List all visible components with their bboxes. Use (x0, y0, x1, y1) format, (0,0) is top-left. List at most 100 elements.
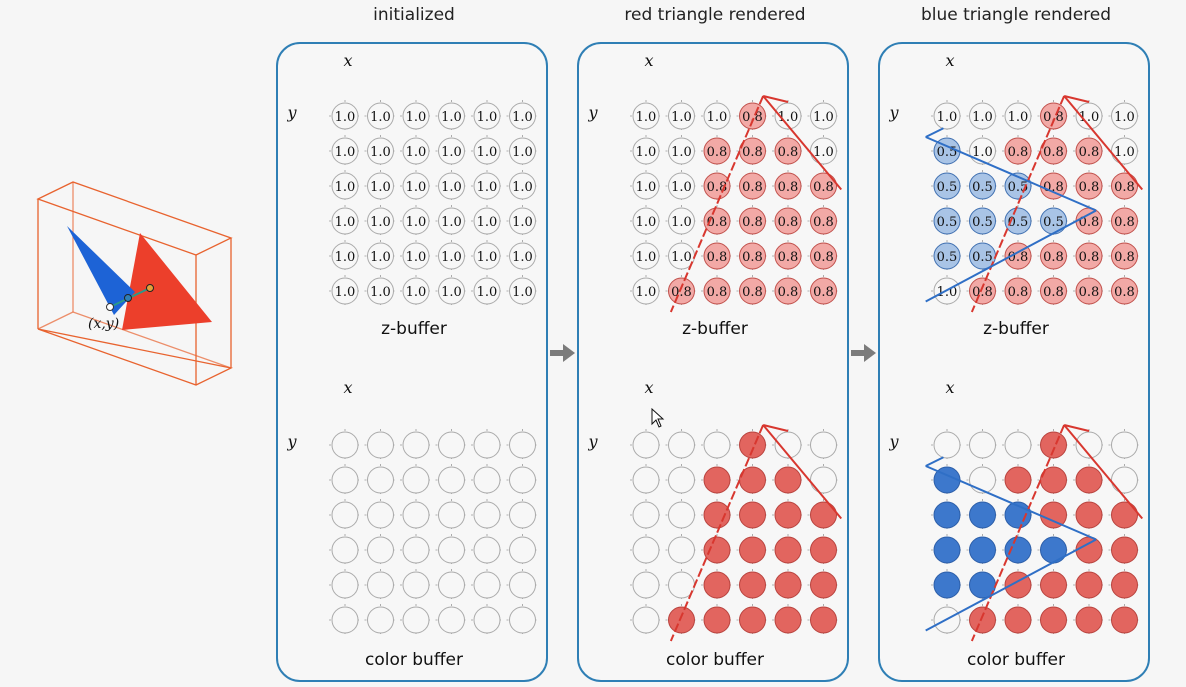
colorbuffer-title: color buffer (967, 650, 1065, 670)
colorbuffer-cell (966, 569, 999, 601)
zbuffer-cell: 1.0 (435, 100, 468, 132)
stage-diagram: x y x y z-buffer color buffer 1.0 1.0 1.0 0.8 1.0 1… (888, 51, 1144, 670)
svg-text:0.8: 0.8 (1043, 180, 1064, 195)
svg-text:1.0: 1.0 (1114, 145, 1135, 160)
colorbuffer-cell (931, 569, 963, 601)
axis-y-label: y (286, 432, 297, 451)
svg-text:0.8: 0.8 (671, 285, 692, 300)
colorbuffer-cell (506, 569, 539, 601)
svg-text:1.0: 1.0 (636, 180, 657, 195)
zbuffer-cell: 1.0 (772, 100, 804, 132)
svg-text:0.8: 0.8 (1043, 250, 1064, 265)
colorbuffer-cell (1002, 429, 1034, 461)
colorbuffer-cell (630, 429, 662, 461)
zbuffer-cell: 1.0 (630, 205, 662, 237)
colorbuffer-cell (329, 534, 361, 566)
svg-text:1.0: 1.0 (671, 180, 692, 195)
colorbuffer-cell (701, 429, 733, 461)
svg-text:1.0: 1.0 (335, 145, 356, 160)
colorbuffer-cell (1037, 534, 1070, 566)
colorbuffer-cell (364, 429, 397, 461)
svg-text:0.8: 0.8 (742, 110, 763, 125)
svg-text:1.0: 1.0 (512, 110, 533, 125)
zbuffer-cell: 1.0 (630, 240, 662, 272)
colorbuffer-cell (1002, 569, 1034, 601)
colorbuffer-cell (665, 569, 698, 601)
colorbuffer-cell (435, 534, 468, 566)
svg-text:1.0: 1.0 (636, 215, 657, 230)
zbuffer-cell: 1.0 (329, 135, 361, 167)
zbuffer-cell: 1.0 (506, 170, 539, 202)
svg-text:1.0: 1.0 (512, 250, 533, 265)
colorbuffer-cell (400, 464, 432, 496)
svg-text:0.8: 0.8 (778, 250, 799, 265)
colorbuffer-cell (931, 499, 963, 531)
zbuffer-cell: 1.0 (630, 275, 662, 307)
zbuffer-cell: 0.8 (1073, 170, 1105, 202)
colorbuffer-cell (665, 464, 698, 496)
svg-text:0.8: 0.8 (707, 285, 728, 300)
svg-text:0.8: 0.8 (742, 215, 763, 230)
colorbuffer-cell (364, 569, 397, 601)
colorbuffer-cell (1037, 464, 1070, 496)
zbuffer-cell: 1.0 (665, 135, 698, 167)
zbuffer-cell: 0.5 (966, 170, 999, 202)
svg-text:1.0: 1.0 (512, 145, 533, 160)
colorbuffer-cell (1073, 604, 1105, 636)
colorbuffer-cell (329, 464, 361, 496)
zbuffer-cell: 1.0 (471, 275, 503, 307)
svg-text:1.0: 1.0 (406, 285, 427, 300)
axis-y-label: y (587, 432, 598, 451)
svg-text:0.8: 0.8 (1114, 180, 1135, 195)
colorbuffer-cell (506, 464, 539, 496)
zbuffer-cell: 1.0 (435, 135, 468, 167)
colorbuffer-cell (1108, 429, 1141, 461)
colorbuffer-cell (701, 569, 733, 601)
axis-x-label: x (343, 378, 352, 397)
zbuffer-cell: 0.8 (736, 135, 769, 167)
zbuffer-cell: 1.0 (506, 205, 539, 237)
colorbuffer-cell (736, 534, 769, 566)
colorbuffer-cell (364, 499, 397, 531)
colorbuffer-cell (772, 499, 804, 531)
colorbuffer-cell (1108, 569, 1141, 601)
colorbuffer-cell (966, 534, 999, 566)
zbuffer-cell: 0.8 (807, 240, 840, 272)
zbuffer-cell: 0.8 (966, 275, 999, 307)
scene-illustration: (x,y) (36, 181, 234, 386)
colorbuffer-cell (471, 604, 503, 636)
colorbuffer-cell (807, 604, 840, 636)
svg-text:1.0: 1.0 (477, 250, 498, 265)
zbuffer-cell: 1.0 (506, 240, 539, 272)
zbuffer-cell: 0.5 (966, 240, 999, 272)
colorbuffer-cell (736, 499, 769, 531)
colorbuffer-cell (435, 429, 468, 461)
svg-text:0.5: 0.5 (937, 250, 958, 265)
zbuffer-cell: 0.8 (807, 170, 840, 202)
svg-text:1.0: 1.0 (370, 110, 391, 125)
colorbuffer-cell (506, 499, 539, 531)
blue-triangle-edges (925, 456, 1097, 632)
svg-text:0.8: 0.8 (1114, 285, 1135, 300)
zbuffer-cell: 1.0 (364, 240, 397, 272)
colorbuffer-cell (630, 464, 662, 496)
colorbuffer-cell (630, 569, 662, 601)
colorbuffer-cell (772, 569, 804, 601)
zbuffer-cell: 0.8 (1073, 275, 1105, 307)
zbuffer-cell: 1.0 (665, 170, 698, 202)
svg-text:0.8: 0.8 (778, 145, 799, 160)
svg-text:1.0: 1.0 (477, 285, 498, 300)
zbuffer-cell: 1.0 (1108, 135, 1141, 167)
colorbuffer-cell (400, 499, 432, 531)
zbuffer-cell: 0.8 (772, 135, 804, 167)
colorbuffer-cell (966, 499, 999, 531)
panel-initialized: x y x y z-buffer color buffer 1.0 1.0 1.0 1.0 1.0 1… (276, 42, 548, 682)
zbuffer-cell: 1.0 (506, 275, 539, 307)
zbuffer-cell: 0.8 (772, 170, 804, 202)
colorbuffer-cell (1002, 604, 1034, 636)
zbuffer-cell: 1.0 (506, 135, 539, 167)
svg-text:1.0: 1.0 (477, 145, 498, 160)
colorbuffer-cell (1037, 569, 1070, 601)
colorbuffer-cell (630, 604, 662, 636)
svg-text:0.8: 0.8 (1043, 145, 1064, 160)
